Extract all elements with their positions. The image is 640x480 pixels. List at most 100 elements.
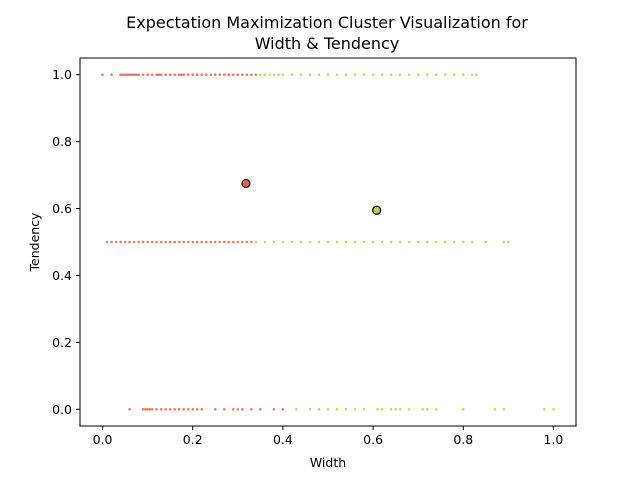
x-tick-label: 0.2 <box>183 432 203 447</box>
data-point <box>186 407 190 411</box>
x-tick-label: 0.4 <box>273 432 293 447</box>
data-point <box>299 240 303 244</box>
data-point <box>114 240 118 244</box>
data-point <box>507 240 510 244</box>
data-point <box>281 240 285 244</box>
data-point <box>128 73 131 77</box>
data-point <box>241 240 244 244</box>
data-point <box>398 240 402 244</box>
data-point <box>362 407 366 411</box>
x-ticks: 0.0 0.2 0.4 0.6 0.8 1.0 <box>93 426 564 447</box>
data-point <box>191 240 195 244</box>
data-point <box>101 73 104 77</box>
data-point <box>425 240 429 244</box>
centers-layer <box>241 178 382 215</box>
data-point <box>200 240 204 244</box>
data-point <box>484 240 488 244</box>
data-point <box>191 407 195 411</box>
data-point <box>137 73 140 77</box>
data-point <box>502 240 506 244</box>
data-point <box>232 73 235 77</box>
data-point <box>272 407 276 411</box>
chart-title-line-1: Expectation Maximization Cluster Visuali… <box>126 13 528 32</box>
y-tick-label: 0.0 <box>52 402 72 417</box>
data-point <box>141 73 145 77</box>
data-point <box>123 73 127 77</box>
data-point <box>218 240 222 244</box>
data-point <box>146 407 149 411</box>
data-point <box>344 407 348 411</box>
data-point <box>105 240 109 244</box>
y-tick-label: 0.4 <box>52 268 72 283</box>
data-point <box>222 240 226 244</box>
data-point <box>177 240 181 244</box>
plot-frame <box>79 57 577 427</box>
data-point <box>362 73 366 77</box>
data-point <box>290 240 294 244</box>
data-point <box>232 240 235 244</box>
data-point <box>180 73 183 77</box>
data-point <box>200 407 204 411</box>
data-point <box>195 240 199 244</box>
data-point <box>425 73 429 77</box>
data-point <box>110 73 113 77</box>
data-point <box>232 407 235 411</box>
data-point <box>263 240 267 244</box>
data-point <box>195 407 199 411</box>
data-point <box>132 240 136 244</box>
data-point <box>389 73 393 77</box>
data-point <box>213 407 217 411</box>
data-point <box>308 73 312 77</box>
data-point <box>326 240 330 244</box>
data-point <box>268 73 271 77</box>
data-point <box>335 73 339 77</box>
data-point <box>159 240 163 244</box>
data-point <box>141 407 145 411</box>
data-point <box>335 240 339 244</box>
data-point <box>119 73 122 77</box>
data-point <box>128 240 131 244</box>
y-tick-label: 0.2 <box>52 335 72 350</box>
data-point <box>150 73 154 77</box>
data-point <box>209 240 213 244</box>
data-point <box>443 73 447 77</box>
data-point <box>389 240 393 244</box>
data-point <box>493 407 497 411</box>
data-point <box>281 73 285 77</box>
data-point <box>470 240 474 244</box>
data-point <box>353 407 357 411</box>
data-point <box>434 407 438 411</box>
data-point <box>177 73 181 77</box>
data-point <box>200 73 204 77</box>
chart-title-line-2: Width & Tendency <box>255 34 400 53</box>
data-point <box>121 73 125 77</box>
data-point <box>425 407 429 411</box>
data-point <box>132 73 136 77</box>
data-point <box>380 73 384 77</box>
cluster-center <box>372 205 382 215</box>
data-point <box>119 240 122 244</box>
data-point <box>222 73 226 77</box>
data-point <box>308 240 312 244</box>
data-point <box>380 240 384 244</box>
data-point <box>259 407 262 411</box>
data-point <box>222 407 226 411</box>
data-point <box>213 240 217 244</box>
data-point <box>195 73 199 77</box>
data-point <box>182 240 186 244</box>
data-point <box>371 73 375 77</box>
data-point <box>155 73 158 77</box>
x-axis-label: Width <box>310 455 346 470</box>
data-point <box>443 240 447 244</box>
data-point <box>164 240 167 244</box>
data-point <box>344 73 348 77</box>
data-point <box>452 240 456 244</box>
data-point <box>371 240 375 244</box>
x-tick-label: 0.8 <box>453 432 473 447</box>
x-tick-label: 1.0 <box>544 432 564 447</box>
data-point <box>380 407 384 411</box>
data-point <box>227 73 231 77</box>
data-point <box>209 73 213 77</box>
data-point <box>159 407 163 411</box>
